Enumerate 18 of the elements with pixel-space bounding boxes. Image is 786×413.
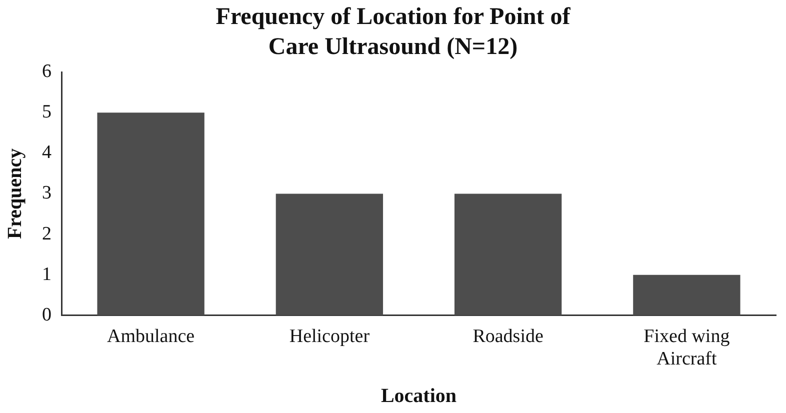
bar: [454, 194, 562, 316]
y-tick-label: 1: [42, 264, 52, 285]
bar: [633, 274, 740, 316]
y-axis-title: Frequency: [4, 148, 26, 240]
x-tick-label: Helicopter: [289, 326, 370, 347]
bar: [276, 194, 384, 316]
bar: [97, 112, 204, 316]
y-tick-label: 0: [42, 304, 52, 326]
y-tick-label: 2: [42, 223, 52, 244]
y-tick-label: 4: [42, 142, 52, 164]
y-tick-label: 5: [42, 102, 52, 123]
y-tick-label: 3: [42, 182, 52, 204]
x-axis-title: Location: [380, 385, 457, 408]
x-tick-label: Roadside: [472, 326, 544, 347]
x-tick-label: Fixed wing Aircraft: [644, 326, 730, 370]
y-tick-label: 6: [42, 60, 52, 82]
chart-title: Frequency of Location for Point of Care Ultrasound (N=12): [214, 3, 572, 62]
x-tick-label: Ambulance: [107, 326, 195, 347]
